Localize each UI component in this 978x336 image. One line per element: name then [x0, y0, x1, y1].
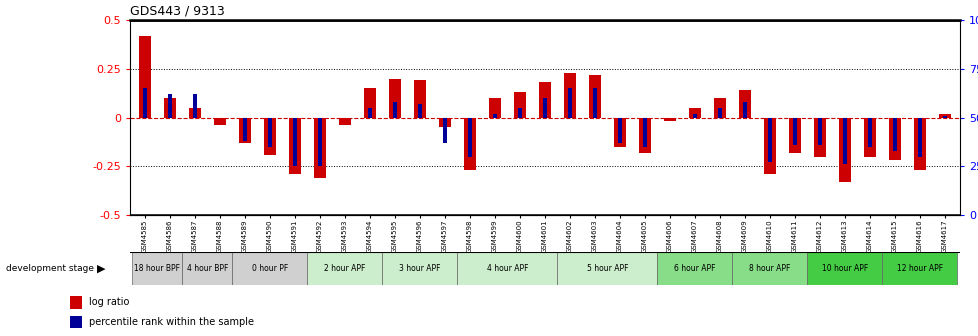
Bar — [488, 98, 501, 118]
Bar — [182, 252, 232, 285]
Text: 8 hour APF: 8 hour APF — [748, 264, 790, 273]
Text: 6 hour APF: 6 hour APF — [674, 264, 715, 273]
Bar — [942, 116, 947, 118]
Bar — [517, 108, 521, 118]
Bar — [132, 252, 182, 285]
Text: percentile rank within the sample: percentile rank within the sample — [89, 317, 254, 327]
Bar — [592, 88, 597, 118]
Bar — [713, 98, 726, 118]
Text: 2 hour APF: 2 hour APF — [324, 264, 366, 273]
Bar — [289, 118, 301, 174]
Bar — [863, 118, 875, 157]
Bar — [563, 73, 576, 118]
Bar — [689, 108, 700, 118]
Bar — [916, 118, 921, 157]
Bar — [842, 118, 846, 164]
Text: 0 hour PF: 0 hour PF — [251, 264, 288, 273]
Bar — [418, 104, 422, 118]
Text: log ratio: log ratio — [89, 297, 130, 307]
Bar — [617, 118, 622, 143]
Bar — [767, 118, 772, 162]
Bar — [492, 114, 497, 118]
Bar — [657, 252, 732, 285]
Bar — [663, 118, 676, 121]
Bar — [457, 252, 556, 285]
Bar — [813, 118, 825, 157]
Bar — [538, 82, 551, 118]
Bar — [912, 118, 925, 170]
Bar — [163, 98, 176, 118]
Text: 12 hour APF: 12 hour APF — [896, 264, 942, 273]
Text: 3 hour APF: 3 hour APF — [399, 264, 440, 273]
Bar — [613, 118, 626, 147]
Text: 5 hour APF: 5 hour APF — [586, 264, 628, 273]
Bar — [692, 114, 696, 118]
Bar — [881, 252, 956, 285]
Bar — [742, 102, 746, 118]
Bar — [267, 118, 272, 147]
Bar — [388, 79, 401, 118]
Bar — [382, 252, 457, 285]
Bar — [442, 118, 447, 143]
Bar — [464, 118, 475, 170]
Bar — [788, 118, 800, 153]
Bar — [263, 118, 276, 155]
Bar — [364, 88, 376, 118]
Bar — [232, 252, 307, 285]
Bar — [307, 252, 382, 285]
Bar — [292, 118, 297, 166]
Bar — [838, 118, 851, 182]
Text: 4 hour APF: 4 hour APF — [486, 264, 528, 273]
Bar — [213, 118, 226, 125]
Bar — [567, 88, 572, 118]
Bar — [638, 118, 650, 153]
Text: 18 hour BPF: 18 hour BPF — [134, 264, 180, 273]
Bar — [139, 36, 151, 118]
Bar — [738, 90, 750, 118]
Bar — [717, 108, 722, 118]
Bar — [167, 94, 172, 118]
Bar — [867, 118, 871, 147]
Bar — [892, 118, 896, 151]
Bar — [763, 118, 776, 174]
Bar — [732, 252, 807, 285]
Bar — [414, 80, 425, 118]
Bar — [239, 118, 251, 143]
Bar — [193, 94, 197, 118]
Bar — [392, 102, 397, 118]
Bar — [368, 108, 372, 118]
Bar — [243, 118, 247, 141]
Text: 10 hour APF: 10 hour APF — [822, 264, 867, 273]
Text: ▶: ▶ — [97, 263, 106, 274]
Bar — [143, 88, 147, 118]
Text: 4 hour BPF: 4 hour BPF — [187, 264, 228, 273]
Bar — [643, 118, 646, 147]
Bar — [888, 118, 901, 160]
Bar — [338, 118, 351, 125]
Bar — [318, 118, 322, 166]
Bar — [588, 75, 600, 118]
Bar — [817, 118, 822, 145]
Bar — [69, 296, 82, 308]
Bar — [69, 316, 82, 328]
Bar — [807, 252, 881, 285]
Bar — [542, 98, 547, 118]
Bar — [189, 108, 201, 118]
Bar — [438, 118, 451, 127]
Text: development stage: development stage — [7, 264, 95, 273]
Bar — [313, 118, 326, 178]
Bar — [467, 118, 471, 157]
Text: GDS443 / 9313: GDS443 / 9313 — [130, 4, 225, 17]
Bar — [513, 92, 526, 118]
Bar — [556, 252, 657, 285]
Bar — [792, 118, 796, 145]
Bar — [938, 114, 951, 118]
